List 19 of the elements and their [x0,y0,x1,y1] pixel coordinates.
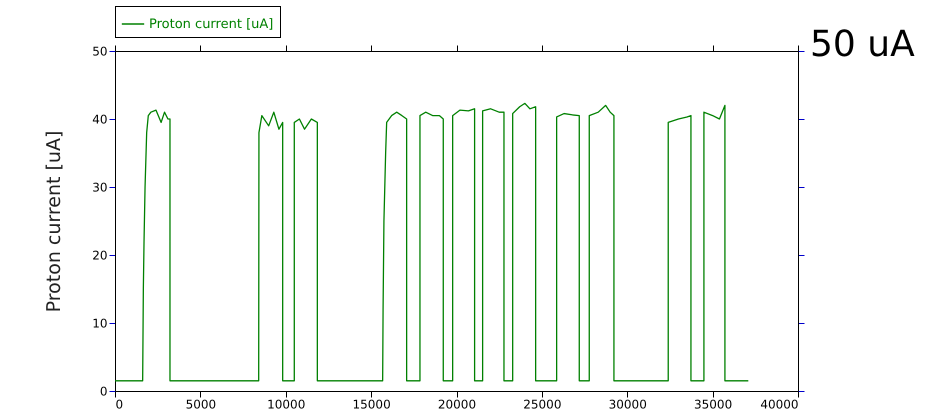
y-tick-label: 50 [92,44,108,58]
y-tick-label: 30 [92,180,108,194]
x-tick-label: 35000 [694,398,732,412]
x-tick-label: 25000 [523,398,562,412]
y-axis-title: Proton current [uA] [43,130,66,312]
x-tick-label: 40000 [760,398,798,412]
x-tick-label: 15000 [352,398,391,412]
x-tick-label: 5000 [186,398,216,412]
x-tick-label: 20000 [438,398,476,412]
legend-label: Proton current [uA] [149,17,274,32]
y-tick-label: 0 [100,384,108,398]
line-series [114,102,749,382]
y-tick-label: 40 [92,112,108,126]
x-tick-label: 10000 [267,398,306,412]
x-tick-label: 30000 [608,398,647,412]
y-tick-label: 20 [92,248,108,262]
text: 50 uA [810,24,916,65]
x-tick-label: 0 [116,398,124,412]
y-tick-label: 10 [92,316,108,330]
